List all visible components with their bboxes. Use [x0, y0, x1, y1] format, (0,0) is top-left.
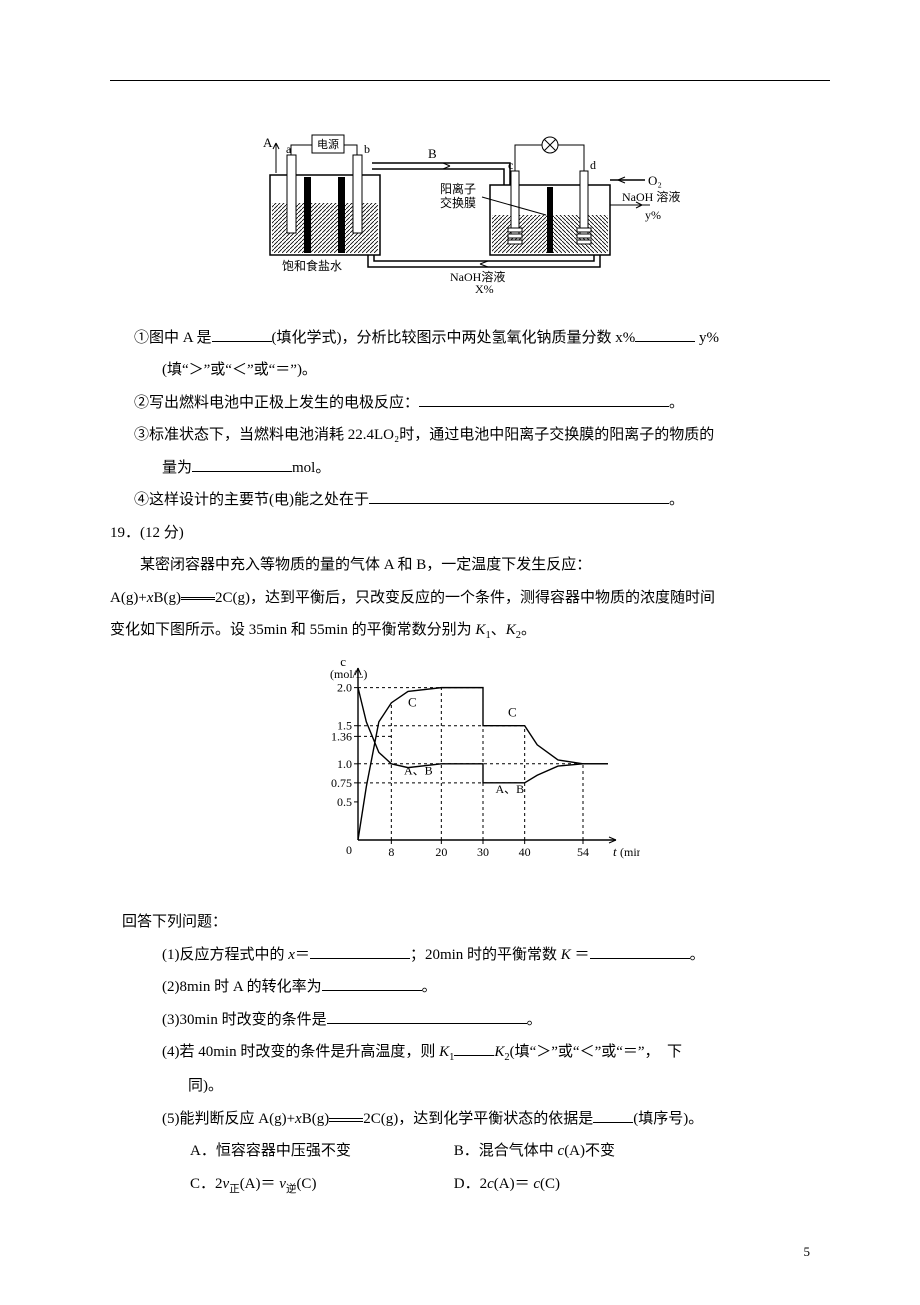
top-rule	[110, 80, 830, 81]
page: 电源AabBcdO₂NaOH 溶液y%NaOH溶液X%阳离子交换膜饱和食盐水 ①…	[0, 0, 920, 1305]
q19-p4: (4)若 40min 时改变的条件是升高温度，则 K1K2(填“＞”或“＜”或“…	[162, 1038, 830, 1068]
svg-text:0.75: 0.75	[331, 776, 352, 790]
svg-text:(min): (min)	[620, 845, 640, 859]
equilibrium-arrow-icon	[181, 591, 215, 605]
svg-text:A、B: A、B	[404, 763, 433, 777]
q19-answer-head: 回答下列问题：	[122, 908, 830, 937]
optA: A．恒容容器中压强不变	[190, 1137, 450, 1166]
svg-text:阳离子: 阳离子	[440, 181, 476, 196]
svg-text:y%: y%	[645, 208, 661, 222]
svg-text:t: t	[613, 844, 617, 859]
q18-line4: ③标准状态下，当燃料电池消耗 22.4LO₂时，通过电池中阳离子交换膜的阳离子的…	[134, 421, 830, 450]
q19-p1: (1)反应方程式中的 x＝；20min 时的平衡常数 K ＝。	[162, 941, 830, 970]
apparatus-svg: 电源AabBcdO₂NaOH 溶液y%NaOH溶液X%阳离子交换膜饱和食盐水	[250, 125, 690, 295]
svg-text:1.0: 1.0	[337, 757, 352, 771]
page-number: 5	[110, 1240, 830, 1265]
svg-text:O₂: O₂	[648, 173, 662, 188]
svg-text:b: b	[364, 142, 370, 156]
svg-text:饱和食盐水: 饱和食盐水	[282, 258, 342, 273]
optD: D．2c(A)＝ c(C)	[454, 1170, 714, 1199]
svg-text:NaOH 溶液: NaOH 溶液	[622, 189, 680, 204]
apparatus-figure: 电源AabBcdO₂NaOH 溶液y%NaOH溶液X%阳离子交换膜饱和食盐水	[110, 125, 830, 306]
svg-text:A、B: A、B	[496, 782, 525, 796]
svg-text:电源: 电源	[317, 137, 339, 151]
svg-text:2.0: 2.0	[337, 681, 352, 695]
q19-p3: (3)30min 时改变的条件是。	[162, 1006, 830, 1035]
svg-text:40: 40	[519, 845, 531, 859]
svg-text:8: 8	[388, 845, 394, 859]
svg-text:A: A	[263, 135, 273, 150]
svg-text:30: 30	[477, 845, 489, 859]
q19-p5: (5)能判断反应 A(g)+xB(g)2C(g)，达到化学平衡状态的依据是(填序…	[162, 1105, 830, 1134]
svg-text:a: a	[286, 142, 292, 156]
optB: B．混合气体中 c(A)不变	[454, 1137, 714, 1166]
svg-text:0.5: 0.5	[337, 795, 352, 809]
equilibrium-arrow-icon	[329, 1113, 363, 1127]
optC: C．2v正(A)＝ v逆(C)	[190, 1170, 450, 1200]
q19-p4b: 同)。	[188, 1072, 830, 1101]
graph-svg: c(mol/L)t(min)0.50.751.01.361.52.0820304…	[300, 650, 640, 880]
svg-text:c: c	[508, 158, 513, 172]
q18-line5: 量为mol。	[162, 454, 830, 483]
q19-eqtail: 变化如下图所示。设 35min 和 55min 的平衡常数分别为 K1、K2。	[110, 616, 830, 646]
svg-text:交换膜: 交换膜	[440, 195, 476, 210]
svg-text:d: d	[590, 158, 596, 172]
q19-options: A．恒容容器中压强不变 B．混合气体中 c(A)不变 C．2v正(A)＝ v逆(…	[162, 1137, 830, 1199]
svg-text:C: C	[508, 705, 517, 720]
q18-line3: ②写出燃料电池中正极上发生的电极反应：。	[134, 389, 830, 418]
svg-text:0: 0	[346, 843, 352, 857]
svg-text:1.5: 1.5	[337, 719, 352, 733]
svg-text:C: C	[408, 695, 417, 710]
svg-text:54: 54	[577, 845, 589, 859]
q18-line6: ④这样设计的主要节(电)能之处在于。	[134, 486, 830, 515]
graph-figure: c(mol/L)t(min)0.50.751.01.361.52.0820304…	[110, 650, 830, 891]
svg-text:B: B	[428, 146, 437, 161]
q18-line1: ①图中 A 是(填化学式)，分析比较图示中两处氢氧化钠质量分数 x% y%	[134, 324, 830, 353]
q18-line2: (填“＞”或“＜”或“＝”)。	[162, 356, 830, 385]
svg-text:(mol/L): (mol/L)	[330, 667, 367, 681]
q19-intro: 某密闭容器中充入等物质的量的气体 A 和 B，一定温度下发生反应：	[110, 551, 830, 580]
q19-head: 19．(12 分)	[110, 519, 830, 548]
q19-eqline: A(g)+xB(g)2C(g)，达到平衡后，只改变反应的一个条件，测得容器中物质…	[110, 584, 830, 613]
svg-text:20: 20	[435, 845, 447, 859]
q19-p2: (2)8min 时 A 的转化率为。	[162, 973, 830, 1002]
svg-text:X%: X%	[475, 282, 494, 295]
